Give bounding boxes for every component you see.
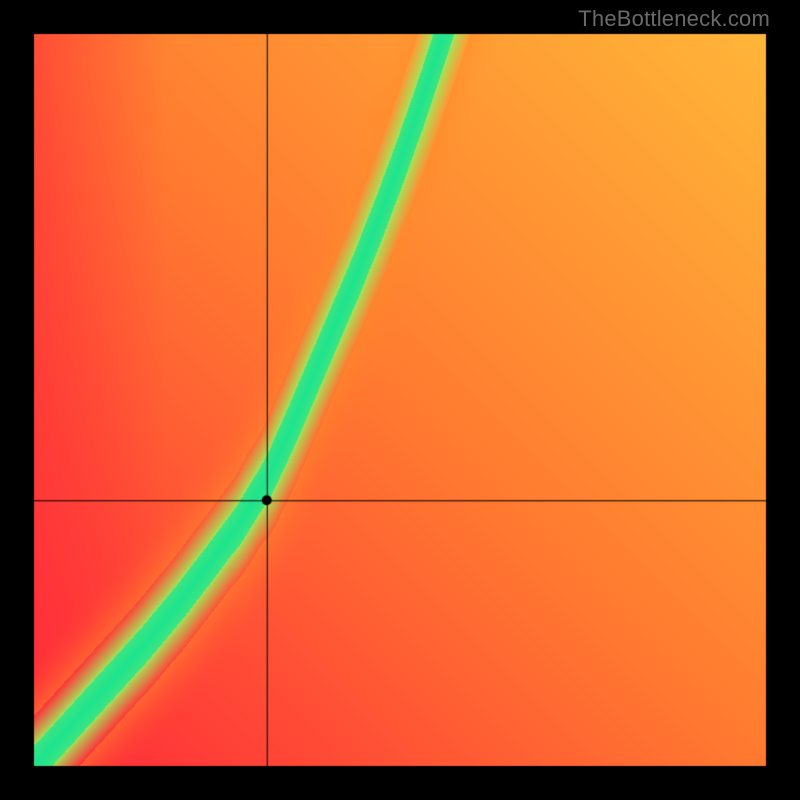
chart-container: TheBottleneck.com [0, 0, 800, 800]
heatmap-canvas [0, 0, 800, 800]
watermark-text: TheBottleneck.com [578, 6, 770, 32]
